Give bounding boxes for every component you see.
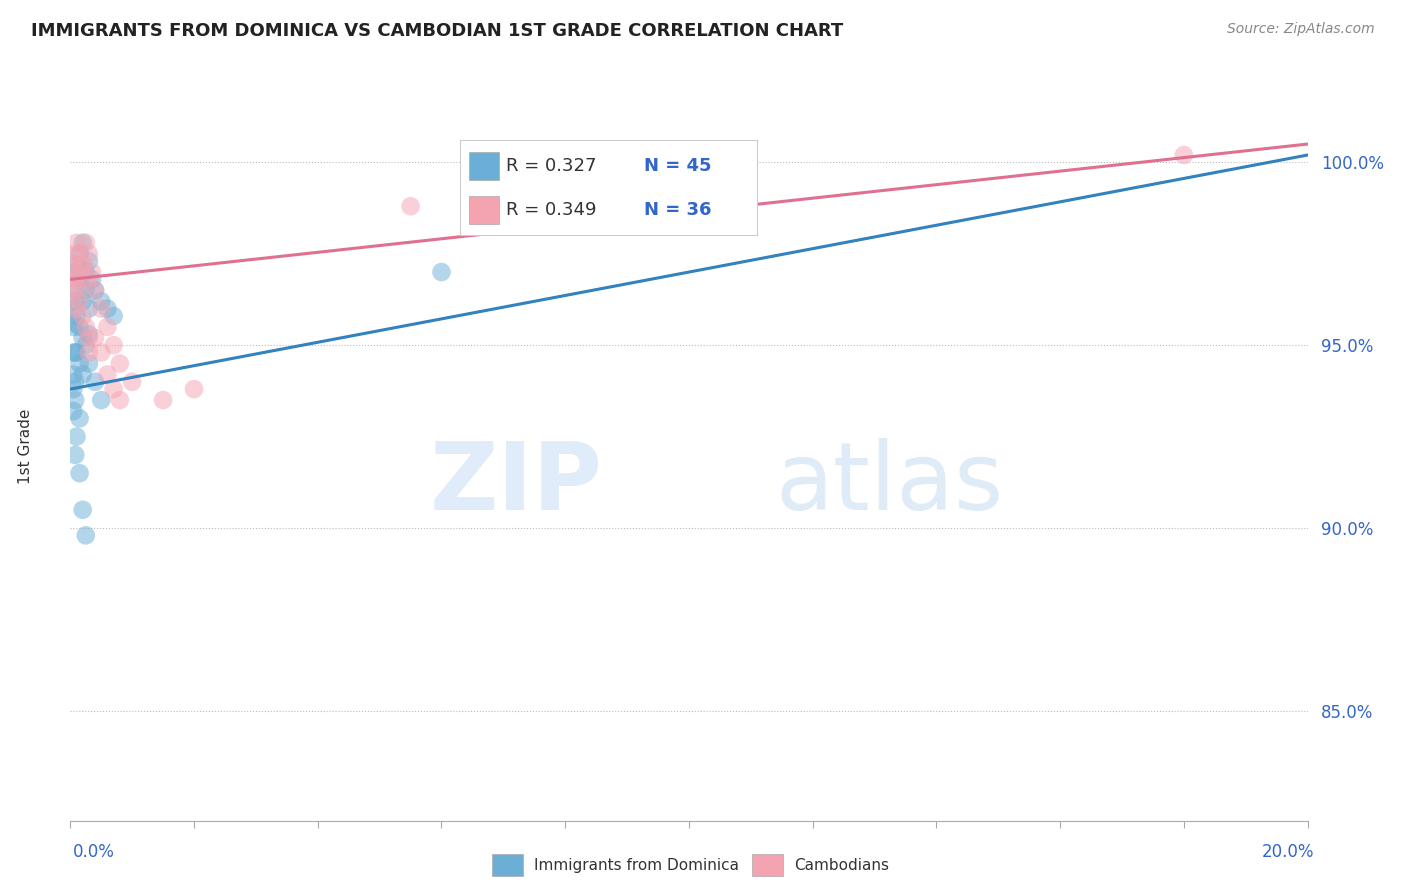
Point (65, 430, 87, 444)
Point (77, 247, 100, 261)
Point (75, 528, 97, 542)
Point (77, 345, 100, 359)
Point (65, 316, 87, 330)
Point (65, 393, 87, 408)
Text: R = 0.349: R = 0.349 (506, 201, 596, 219)
Point (65, 272, 87, 286)
Point (90, 393, 112, 408)
Point (62, 284, 84, 298)
Point (103, 382, 125, 396)
Text: N = 45: N = 45 (644, 157, 711, 175)
Text: 20.0%: 20.0% (1263, 843, 1315, 861)
Text: atlas: atlas (776, 438, 1004, 530)
Point (65, 247, 87, 261)
Point (65, 235, 87, 250)
Point (65, 375, 87, 389)
Point (75, 338, 97, 352)
FancyBboxPatch shape (470, 195, 499, 224)
Point (75, 265, 97, 279)
Point (72, 258, 94, 272)
Point (69, 272, 91, 286)
Point (77, 254, 100, 268)
Point (90, 301, 112, 316)
Point (84, 331, 107, 345)
Point (75, 320, 97, 334)
Point (69, 294, 91, 309)
Point (62, 404, 84, 418)
Text: Source: ZipAtlas.com: Source: ZipAtlas.com (1227, 22, 1375, 37)
Point (69, 467, 91, 481)
Point (84, 284, 107, 298)
Point (65, 258, 87, 272)
Point (62, 258, 84, 272)
Point (62, 320, 84, 334)
FancyBboxPatch shape (470, 152, 499, 180)
Point (72, 258, 94, 272)
Point (65, 294, 87, 309)
Point (72, 309, 94, 323)
Point (84, 375, 107, 389)
Point (103, 338, 125, 352)
Point (430, 265, 453, 279)
Point (72, 368, 94, 382)
Point (90, 294, 112, 309)
Point (69, 357, 91, 371)
Point (399, 199, 422, 213)
Point (80, 272, 103, 286)
Point (108, 357, 131, 371)
Point (183, 382, 205, 396)
Point (62, 301, 84, 316)
Point (65, 301, 87, 316)
Point (121, 375, 143, 389)
Point (65, 345, 87, 359)
Point (69, 247, 91, 261)
Point (69, 272, 91, 286)
Text: N = 36: N = 36 (644, 201, 711, 219)
Point (103, 309, 125, 323)
Point (96, 368, 118, 382)
Point (1173, 148, 1195, 162)
Point (96, 301, 118, 316)
Point (65, 309, 87, 323)
Point (72, 331, 94, 345)
Point (65, 448, 87, 462)
Point (72, 503, 94, 517)
Point (65, 284, 87, 298)
Point (69, 247, 91, 261)
Point (65, 345, 87, 359)
Point (152, 393, 174, 408)
Point (69, 411, 91, 425)
Point (75, 284, 97, 298)
Point (84, 284, 107, 298)
Point (96, 320, 118, 334)
Text: IMMIGRANTS FROM DOMINICA VS CAMBODIAN 1ST GRADE CORRELATION CHART: IMMIGRANTS FROM DOMINICA VS CAMBODIAN 1S… (31, 22, 844, 40)
Text: 0.0%: 0.0% (73, 843, 115, 861)
Text: ZIP: ZIP (429, 438, 602, 530)
Point (65, 265, 87, 279)
Point (77, 331, 100, 345)
Point (77, 301, 100, 316)
Text: 1st Grade: 1st Grade (18, 409, 32, 483)
Point (77, 272, 100, 286)
Point (77, 327, 100, 342)
Text: Immigrants from Dominica: Immigrants from Dominica (534, 858, 740, 872)
Point (69, 320, 91, 334)
Point (75, 235, 97, 250)
Point (62, 382, 84, 396)
Point (80, 265, 103, 279)
Point (65, 265, 87, 279)
Point (72, 235, 94, 250)
Text: R = 0.327: R = 0.327 (506, 157, 596, 175)
Point (77, 357, 100, 371)
Text: Cambodians: Cambodians (794, 858, 890, 872)
Point (62, 368, 84, 382)
Point (108, 393, 131, 408)
Point (72, 294, 94, 309)
Point (65, 284, 87, 298)
Point (90, 345, 112, 359)
Point (62, 345, 84, 359)
